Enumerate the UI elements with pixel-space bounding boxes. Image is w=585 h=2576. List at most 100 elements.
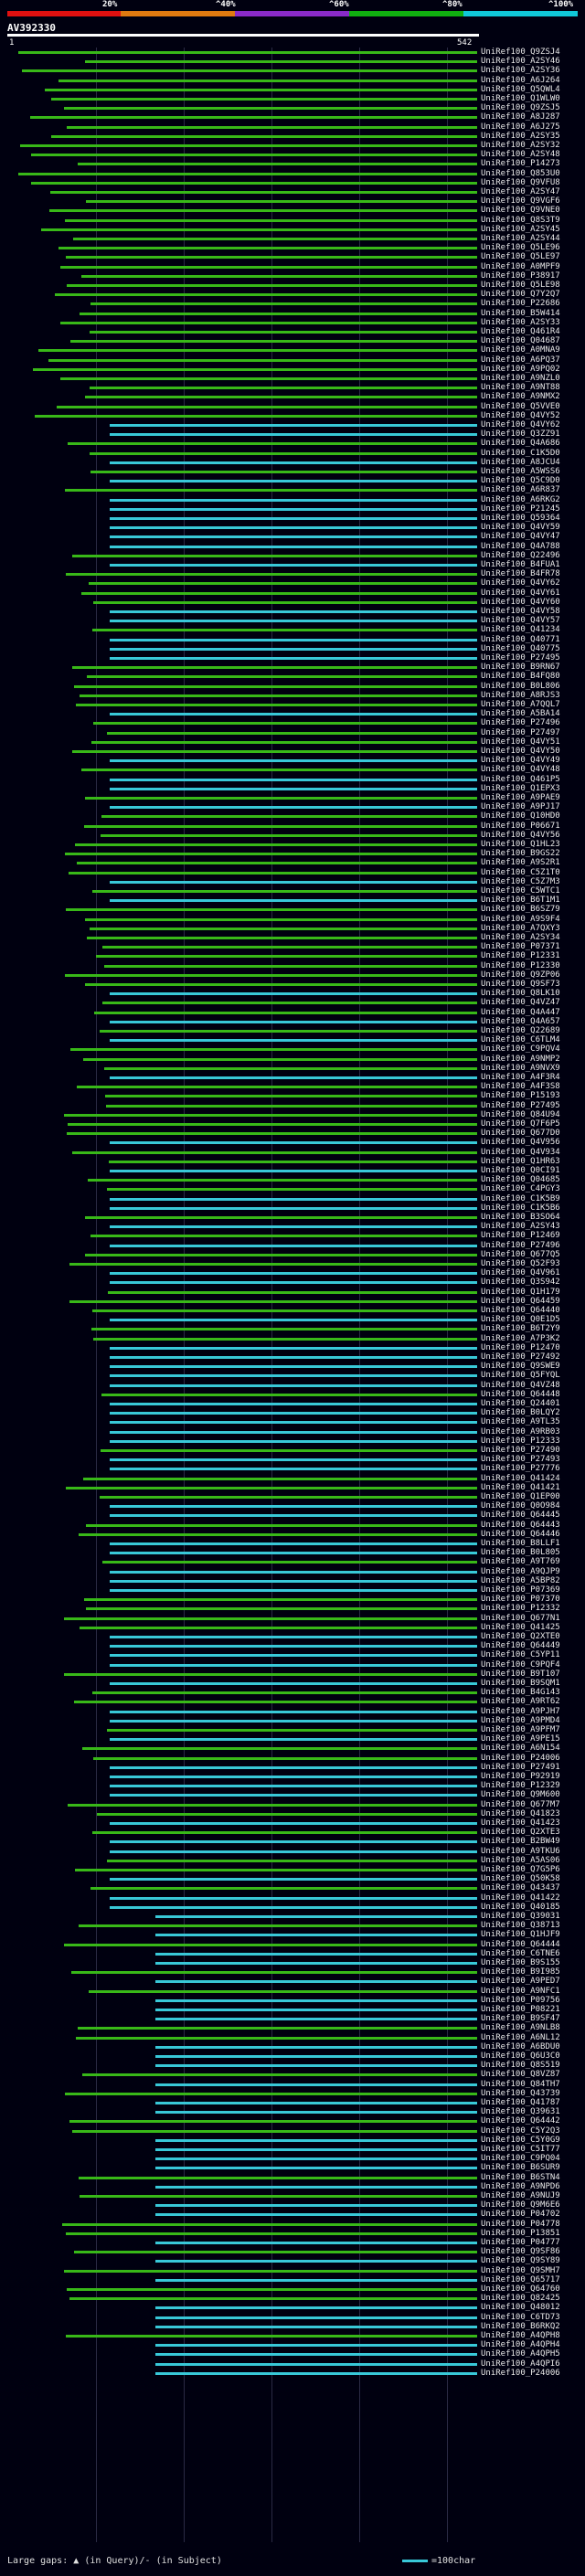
hit-label[interactable]: UniRef100_Q4VZ47 <box>481 998 560 1008</box>
hit-alignment-bar[interactable] <box>155 2344 477 2348</box>
hit-label[interactable]: UniRef100_A9NZL0 <box>481 374 560 383</box>
hit-label[interactable]: UniRef100_Q4VY59 <box>481 523 560 533</box>
hit-row[interactable]: UniRef100_P06671 <box>0 822 585 832</box>
hit-label[interactable]: UniRef100_A2SY45 <box>481 224 560 234</box>
hit-label[interactable]: UniRef100_Q7G5P6 <box>481 1865 560 1874</box>
hit-row[interactable]: UniRef100_Q4VY51 <box>0 737 585 747</box>
hit-row[interactable]: UniRef100_Q9ZP06 <box>0 970 585 981</box>
hit-label[interactable]: UniRef100_C6TNE6 <box>481 1948 560 1958</box>
hit-row[interactable]: UniRef100_Q38713 <box>0 1921 585 1931</box>
hit-alignment-bar[interactable] <box>110 1579 477 1583</box>
hit-label[interactable]: UniRef100_P12332 <box>481 1604 560 1614</box>
hit-row[interactable]: UniRef100_Q40775 <box>0 644 585 654</box>
hit-row[interactable]: UniRef100_Q8LK10 <box>0 989 585 999</box>
hit-row[interactable]: UniRef100_P27493 <box>0 1455 585 1465</box>
hit-alignment-bar[interactable] <box>31 154 477 157</box>
hit-label[interactable]: UniRef100_Q0CI91 <box>481 1166 560 1175</box>
hit-alignment-bar[interactable] <box>101 1393 477 1396</box>
hit-alignment-bar[interactable] <box>66 256 477 260</box>
hit-row[interactable]: UniRef100_P21245 <box>0 504 585 514</box>
hit-label[interactable]: UniRef100_Q1EPX3 <box>481 783 560 793</box>
hit-label[interactable]: UniRef100_C5Z7M3 <box>481 876 560 886</box>
hit-alignment-bar[interactable] <box>110 1552 477 1555</box>
hit-row[interactable]: UniRef100_Q41823 <box>0 1809 585 1819</box>
hit-alignment-bar[interactable] <box>155 2362 477 2366</box>
hit-alignment-bar[interactable] <box>79 2176 477 2179</box>
hit-row[interactable]: UniRef100_Q64445 <box>0 1511 585 1521</box>
hit-alignment-bar[interactable] <box>155 2306 477 2310</box>
hit-alignment-bar[interactable] <box>70 1048 477 1052</box>
hit-row[interactable]: UniRef100_A7P3K2 <box>0 1334 585 1344</box>
hit-label[interactable]: UniRef100_Q38713 <box>481 1921 560 1931</box>
hit-alignment-bar[interactable] <box>110 1468 477 1471</box>
hit-row[interactable]: UniRef100_Q2XTE0 <box>0 1632 585 1642</box>
hit-alignment-bar[interactable] <box>110 507 477 511</box>
hit-alignment-bar[interactable] <box>72 750 477 753</box>
hit-row[interactable]: UniRef100_P14273 <box>0 159 585 169</box>
hit-label[interactable]: UniRef100_Q4VY51 <box>481 737 560 747</box>
hit-label[interactable]: UniRef100_Q64449 <box>481 1641 560 1651</box>
hit-row[interactable]: UniRef100_Q4VY47 <box>0 532 585 542</box>
hit-row[interactable]: UniRef100_Q41422 <box>0 1893 585 1903</box>
hit-row[interactable]: UniRef100_A2SY47 <box>0 187 585 197</box>
hit-row[interactable]: UniRef100_P12333 <box>0 1436 585 1447</box>
hit-alignment-bar[interactable] <box>92 1831 477 1835</box>
hit-alignment-bar[interactable] <box>110 1206 477 1210</box>
hit-label[interactable]: UniRef100_Q9SF86 <box>481 2247 560 2257</box>
hit-alignment-bar[interactable] <box>65 853 477 856</box>
hit-row[interactable]: UniRef100_Q9SF73 <box>0 980 585 990</box>
hit-row[interactable]: UniRef100_Q1EPX3 <box>0 784 585 794</box>
hit-alignment-bar[interactable] <box>155 2055 477 2058</box>
hit-label[interactable]: UniRef100_Q4VY58 <box>481 607 560 616</box>
hit-row[interactable]: UniRef100_Q52F93 <box>0 1259 585 1269</box>
hit-label[interactable]: UniRef100_A2SY48 <box>481 150 560 160</box>
hit-label[interactable]: UniRef100_Q9SY89 <box>481 2256 560 2266</box>
hit-label[interactable]: UniRef100_B6SZ79 <box>481 905 560 915</box>
hit-alignment-bar[interactable] <box>110 1020 477 1023</box>
hit-row[interactable]: UniRef100_Q0O984 <box>0 1501 585 1511</box>
hit-alignment-bar[interactable] <box>110 1244 477 1247</box>
hit-alignment-bar[interactable] <box>41 228 477 231</box>
hit-alignment-bar[interactable] <box>65 489 477 493</box>
hit-row[interactable]: UniRef100_A9NT88 <box>0 383 585 393</box>
hit-alignment-bar[interactable] <box>78 163 477 166</box>
hit-row[interactable]: UniRef100_Q4VZ48 <box>0 1381 585 1391</box>
hit-label[interactable]: UniRef100_A2SY44 <box>481 234 560 243</box>
hit-alignment-bar[interactable] <box>60 321 477 324</box>
hit-row[interactable]: UniRef100_C6TNE6 <box>0 1949 585 1959</box>
hit-label[interactable]: UniRef100_Q41424 <box>481 1473 560 1483</box>
hit-label[interactable]: UniRef100_A6R837 <box>481 485 560 495</box>
hit-alignment-bar[interactable] <box>76 2036 477 2040</box>
hit-alignment-bar[interactable] <box>86 200 477 204</box>
hit-label[interactable]: UniRef100_Q4V956 <box>481 1138 560 1148</box>
hit-row[interactable]: UniRef100_Q4V956 <box>0 1138 585 1148</box>
hit-label[interactable]: UniRef100_Q677Q5 <box>481 1249 560 1259</box>
hit-label[interactable]: UniRef100_A8JCU4 <box>481 457 560 467</box>
hit-label[interactable]: UniRef100_Q41423 <box>481 1818 560 1828</box>
hit-alignment-bar[interactable] <box>155 2371 477 2375</box>
hit-row[interactable]: UniRef100_C6TD73 <box>0 2313 585 2323</box>
hit-label[interactable]: UniRef100_B0L805 <box>481 1548 560 1558</box>
hit-label[interactable]: UniRef100_Q1H179 <box>481 1287 560 1297</box>
hit-row[interactable]: UniRef100_Q4VY48 <box>0 765 585 775</box>
hit-row[interactable]: UniRef100_Q9VFU8 <box>0 178 585 188</box>
hit-alignment-bar[interactable] <box>60 265 477 269</box>
hit-row[interactable]: UniRef100_C5Z1T0 <box>0 868 585 878</box>
hit-row[interactable]: UniRef100_Q84U94 <box>0 1110 585 1120</box>
hit-alignment-bar[interactable] <box>74 2251 477 2254</box>
hit-label[interactable]: UniRef100_B9SQM1 <box>481 1679 560 1688</box>
hit-alignment-bar[interactable] <box>79 1532 477 1536</box>
hit-alignment-bar[interactable] <box>155 2157 477 2161</box>
hit-alignment-bar[interactable] <box>110 1589 477 1592</box>
hit-label[interactable]: UniRef100_B6RKQ2 <box>481 2321 560 2331</box>
hit-alignment-bar[interactable] <box>92 629 477 632</box>
hit-label[interactable]: UniRef100_Q2XTE0 <box>481 1632 560 1641</box>
hit-row[interactable]: UniRef100_Q64444 <box>0 1940 585 1950</box>
hit-row[interactable]: UniRef100_Q64760 <box>0 2284 585 2295</box>
hit-alignment-bar[interactable] <box>55 293 477 297</box>
hit-alignment-bar[interactable] <box>33 367 477 371</box>
hit-label[interactable]: UniRef100_Q4V934 <box>481 1147 560 1157</box>
hit-row[interactable]: UniRef100_A9NPD6 <box>0 2182 585 2192</box>
hit-row[interactable]: UniRef100_Q5QWL4 <box>0 85 585 95</box>
hit-label[interactable]: UniRef100_Q9VGF6 <box>481 196 560 207</box>
